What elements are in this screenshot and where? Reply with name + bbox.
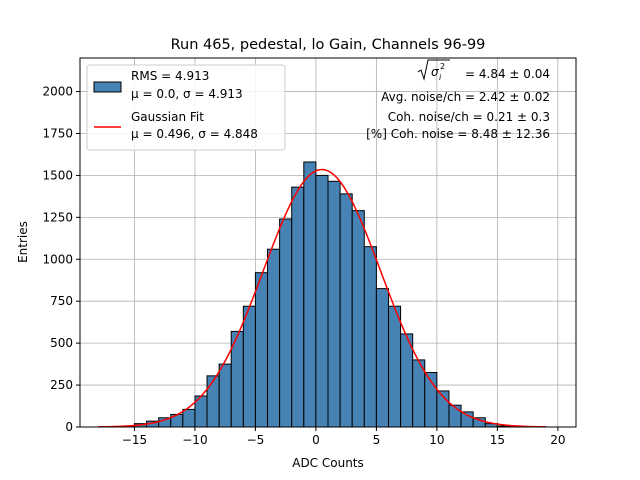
y-tick-label: 2000: [42, 85, 73, 99]
histogram-bar: [351, 210, 365, 428]
histogram-bar: [400, 333, 414, 428]
histogram-bar: [339, 193, 353, 428]
x-tick-label: 5: [373, 433, 381, 447]
annotation-coh-noise: Coh. noise/ch = 0.21 ± 0.3: [388, 110, 550, 124]
legend-fit-stats: μ = 0.496, σ = 4.848: [131, 127, 258, 141]
svg-text:2: 2: [440, 62, 445, 71]
legend-histogram-label: RMS = 4.913: [131, 69, 209, 83]
y-tick-label: 0: [65, 420, 73, 434]
histogram-bar: [375, 288, 389, 428]
sqrt-sigma-symbol: σ i 2: [417, 59, 450, 82]
legend-histogram-swatch: [93, 81, 122, 93]
y-tick-label: 500: [50, 336, 73, 350]
histogram-bar: [279, 218, 293, 428]
x-tick-label: 15: [490, 433, 505, 447]
svg-text:i: i: [439, 73, 442, 82]
y-tick-label: 250: [50, 378, 73, 392]
chart-title: Run 465, pedestal, lo Gain, Channels 96-…: [171, 37, 486, 53]
histogram-bar: [363, 246, 377, 428]
x-tick-label: −5: [247, 433, 265, 447]
y-tick-label: 750: [50, 294, 73, 308]
histogram-bar: [303, 161, 317, 428]
legend: RMS = 4.913 μ = 0.0, σ = 4.913 Gaussian …: [86, 64, 286, 151]
annotation-coh-noise-percent: [%] Coh. noise = 8.48 ± 12.36: [366, 127, 550, 141]
x-axis-ticks: −15 −10 −5 0 5 10 15 20: [122, 427, 565, 447]
annotation-avg-noise: Avg. noise/ch = 2.42 ± 0.02: [381, 90, 550, 104]
y-axis-ticks: 0 250 500 750 1000 1250 1500 1750 2000: [42, 85, 80, 434]
y-axis-label: Entries: [16, 221, 30, 263]
histogram-bar: [206, 375, 220, 428]
histogram-bar: [254, 272, 269, 428]
svg-text:σ: σ: [431, 65, 439, 79]
x-tick-label: 10: [429, 433, 444, 447]
histogram-bar: [242, 305, 256, 428]
histogram-bar: [448, 404, 462, 428]
legend-fit-label: Gaussian Fit: [131, 110, 204, 124]
histogram-bars: [109, 161, 547, 428]
histogram-bar: [218, 363, 232, 428]
y-tick-label: 1000: [42, 252, 73, 266]
plot-frame: [79, 57, 577, 428]
y-tick-label: 1750: [42, 126, 73, 140]
y-tick-label: 1500: [42, 168, 73, 182]
gaussian-fit-curve: [98, 168, 546, 428]
annotation-sqrt-sigma-value: = 4.84 ± 0.04: [465, 67, 550, 81]
histogram-bar: [182, 408, 196, 428]
x-tick-label: −15: [122, 433, 147, 447]
x-axis-label: ADC Counts: [292, 456, 364, 470]
legend-histogram-stats: μ = 0.0, σ = 4.913: [131, 87, 243, 101]
histogram-bar: [387, 305, 402, 428]
x-tick-label: 20: [550, 433, 565, 447]
y-tick-label: 1250: [42, 210, 73, 224]
histogram-bar: [327, 180, 341, 428]
histogram-bar: [291, 186, 305, 428]
stats-annotations: σ i 2 = 4.84 ± 0.04 Avg. noise/ch = 2.42…: [366, 59, 550, 141]
x-tick-label: −10: [182, 433, 207, 447]
x-tick-label: 0: [312, 433, 320, 447]
histogram-bar: [267, 248, 281, 428]
legend-box: [86, 64, 286, 151]
histogram-bar: [315, 174, 329, 428]
